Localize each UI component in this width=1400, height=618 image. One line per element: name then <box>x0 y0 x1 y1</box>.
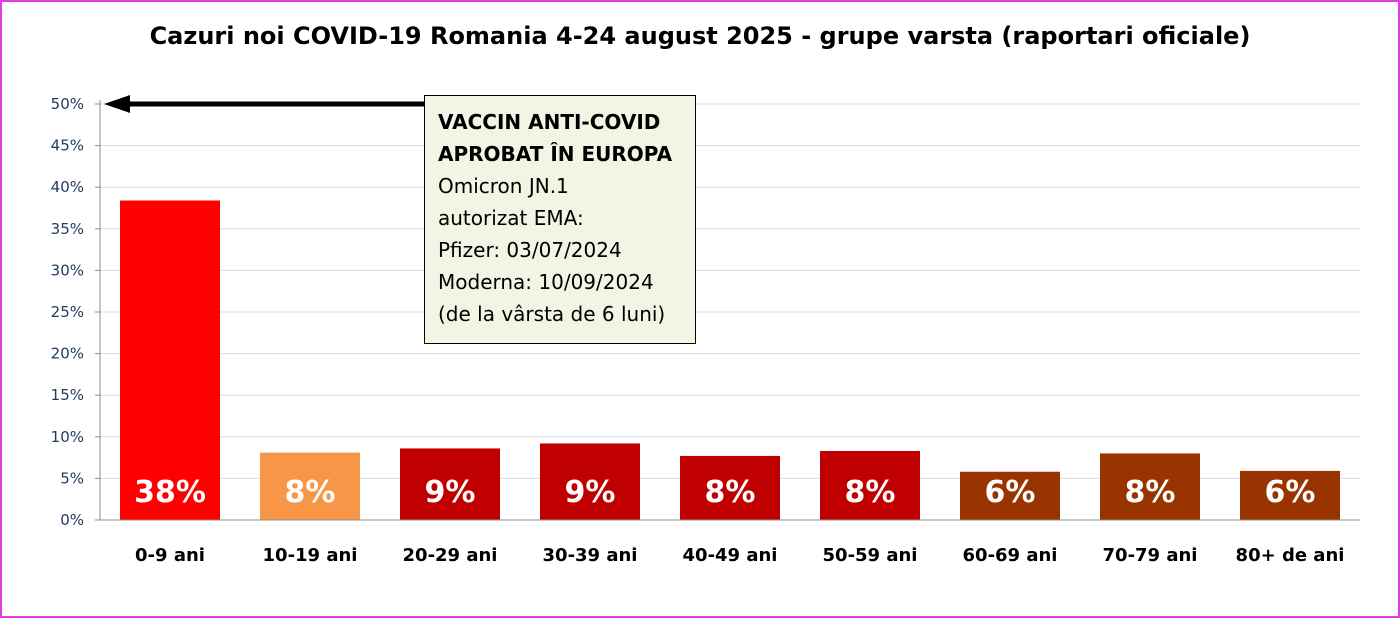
y-tick-label: 5% <box>60 469 84 487</box>
data-label: 8% <box>845 475 896 510</box>
axis-lines <box>99 100 1360 521</box>
bar-80-de-ani <box>1240 470 1340 520</box>
y-tick-label: 45% <box>51 137 84 155</box>
bar-40-49-ani <box>680 455 780 520</box>
bar-20-29-ani <box>400 448 500 520</box>
annotation-line: VACCIN ANTI-COVID <box>438 110 661 134</box>
data-label: 8% <box>285 475 336 510</box>
bar-0-9-ani <box>120 200 220 520</box>
annotation-line: Moderna: 10/09/2024 <box>438 270 654 294</box>
x-tick-label: 0-9 ani <box>135 545 205 566</box>
y-tick-label: 35% <box>51 220 84 238</box>
annotation-line: Omicron JN.1 <box>438 174 569 198</box>
x-tick-label: 60-69 ani <box>963 545 1058 566</box>
bar-10-19-ani <box>260 452 360 520</box>
x-tick-label: 80+ de ani <box>1236 545 1345 566</box>
bars <box>120 200 1340 520</box>
x-tick-label: 70-79 ani <box>1103 545 1198 566</box>
arrow-head <box>104 95 130 113</box>
data-label: 8% <box>705 475 756 510</box>
y-axis-ticks: 0% 5% 10% 15% 20% 25% 30% 35% 40% 45% 50% <box>51 95 100 529</box>
x-tick-label: 10-19 ani <box>263 545 358 566</box>
data-labels: 38% 8% 9% 9% 8% 8% 6% 8% 6% <box>134 475 1315 510</box>
y-tick-label: 0% <box>60 511 84 529</box>
data-label: 9% <box>425 475 476 510</box>
x-axis-ticks: 0-9 ani 10-19 ani 20-29 ani 30-39 ani 40-49 … <box>135 545 1344 566</box>
annotation-line: autorizat EMA: <box>438 206 584 230</box>
gridlines <box>100 103 1360 479</box>
x-tick-label: 30-39 ani <box>543 545 638 566</box>
x-tick-label: 20-29 ani <box>403 545 498 566</box>
y-tick-label: 10% <box>51 428 84 446</box>
data-label: 38% <box>134 475 206 510</box>
data-label: 6% <box>985 475 1036 510</box>
bar-30-39-ani <box>540 443 640 520</box>
x-tick-label: 50-59 ani <box>823 545 918 566</box>
chart-title: Cazuri noi COVID-19 Romania 4-24 august … <box>149 22 1251 50</box>
y-tick-label: 50% <box>51 95 84 113</box>
annotation-arrow <box>104 95 424 113</box>
y-tick-label: 20% <box>51 345 84 363</box>
annotation-line: (de la vârsta de 6 luni) <box>438 302 666 326</box>
y-tick-label: 25% <box>51 303 84 321</box>
y-tick-label: 30% <box>51 261 84 279</box>
y-tick-label: 15% <box>51 386 84 404</box>
data-label: 9% <box>565 475 616 510</box>
data-label: 6% <box>1265 475 1316 510</box>
annotation-line: APROBAT ÎN EUROPA <box>438 142 673 166</box>
data-label: 8% <box>1125 475 1176 510</box>
bar-60-69-ani <box>960 471 1060 520</box>
bar-70-79-ani <box>1100 453 1200 520</box>
x-tick-label: 40-49 ani <box>683 545 778 566</box>
annotation-line: Pfizer: 03/07/2024 <box>438 238 622 262</box>
y-tick-label: 40% <box>51 178 84 196</box>
bar-50-59-ani <box>820 450 920 520</box>
vaccine-annotation-box: VACCIN ANTI-COVID APROBAT ÎN EUROPA Omicro… <box>424 95 696 344</box>
